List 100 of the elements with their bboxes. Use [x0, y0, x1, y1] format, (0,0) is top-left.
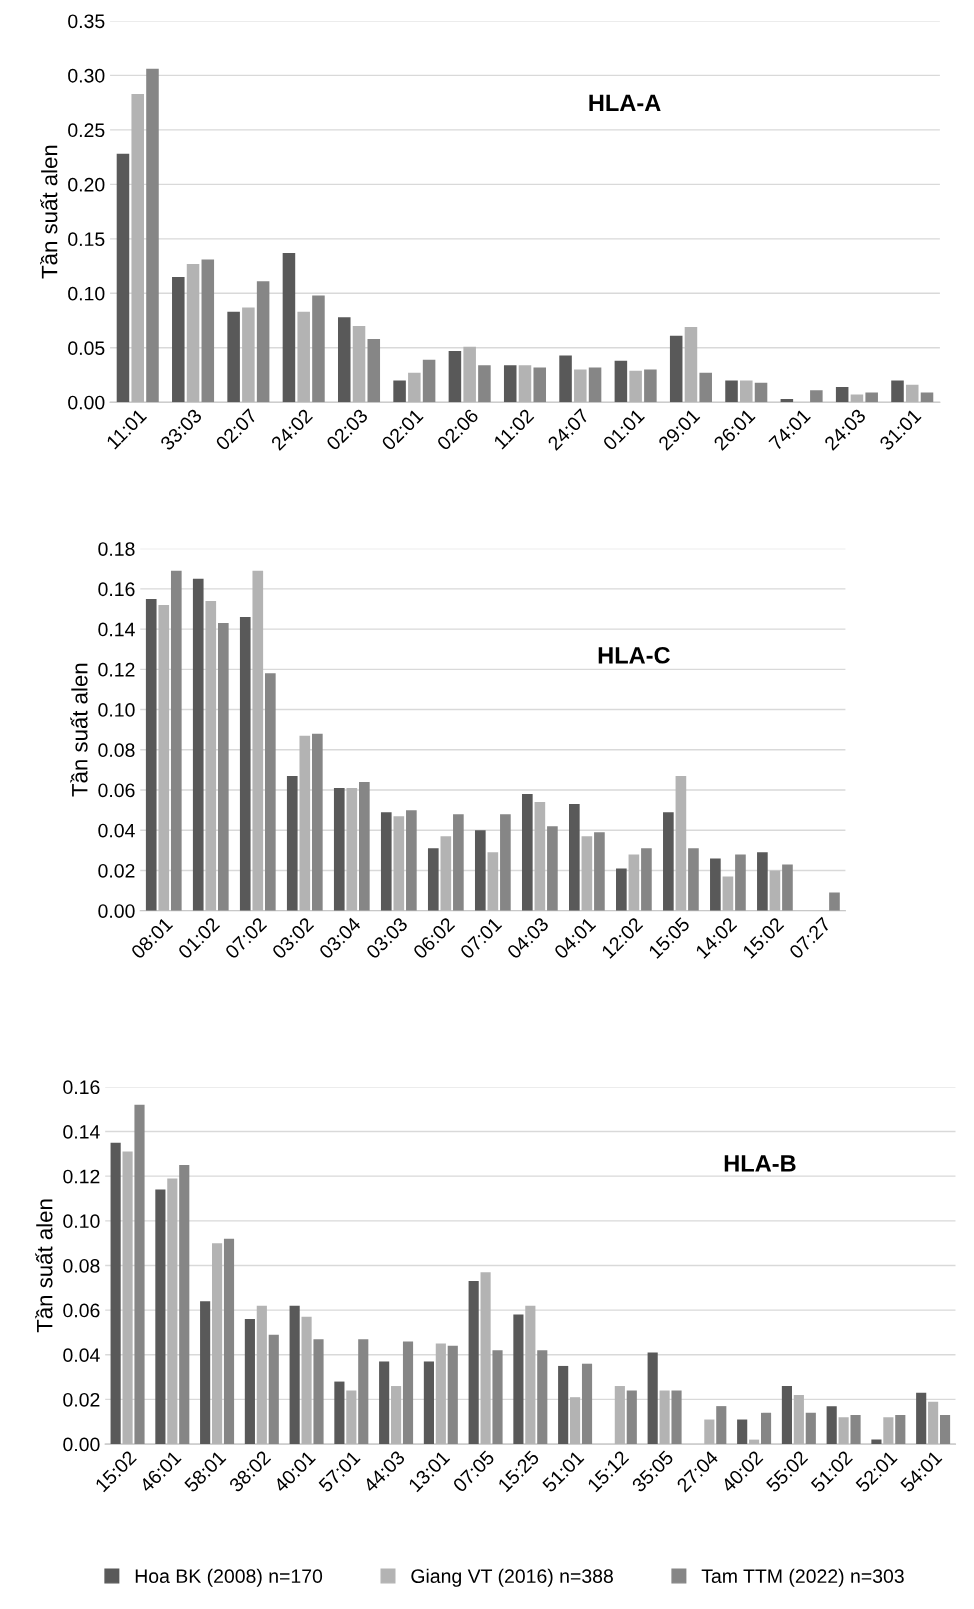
bar — [252, 570, 264, 911]
bar — [716, 1406, 727, 1445]
y-tick-label: 0.04 — [98, 823, 135, 838]
legend-label: Hoa BK (2008) n=170 — [135, 1568, 323, 1587]
bar — [158, 604, 170, 911]
bar — [628, 854, 640, 911]
bar — [179, 1165, 190, 1445]
bar — [663, 812, 674, 911]
bar — [895, 1415, 906, 1445]
bar — [440, 836, 452, 911]
bar — [227, 311, 240, 403]
bar — [503, 365, 517, 403]
bar — [468, 1281, 479, 1445]
y-tick-label: 0.02 — [63, 1392, 100, 1407]
y-axis-title: Tần suất alen — [70, 663, 88, 797]
y-tick-label: 0.00 — [98, 904, 135, 918]
bar — [299, 735, 311, 911]
bar — [669, 335, 683, 403]
y-tick-label: 0.06 — [63, 1303, 100, 1318]
bar — [725, 380, 738, 403]
bar — [737, 1419, 748, 1445]
bar — [675, 775, 687, 911]
bar — [781, 1386, 792, 1445]
y-tick-label: 0.14 — [98, 622, 135, 637]
bar — [835, 387, 849, 403]
bar — [346, 788, 358, 911]
bar — [402, 1341, 414, 1445]
bar — [264, 673, 276, 911]
legend-label: Giang VT (2016) n=388 — [411, 1568, 613, 1587]
y-tick-label: 0.05 — [68, 341, 105, 356]
y-tick-label: 0.10 — [63, 1214, 100, 1229]
bar — [422, 359, 436, 403]
bar — [337, 317, 351, 403]
bar — [581, 836, 593, 911]
bar — [850, 1415, 861, 1445]
bar — [358, 1339, 369, 1445]
bar — [155, 1189, 166, 1445]
bar — [312, 295, 325, 403]
bar — [939, 1415, 951, 1445]
bar — [616, 868, 627, 911]
bar — [521, 794, 533, 911]
bar — [192, 578, 204, 911]
bar — [427, 848, 439, 911]
bar — [286, 775, 298, 911]
bar — [644, 369, 657, 403]
bar — [810, 390, 823, 403]
y-tick-label: 0.08 — [63, 1258, 100, 1273]
bar — [244, 1319, 255, 1445]
bar — [594, 832, 605, 911]
bar — [282, 252, 296, 403]
bar — [474, 830, 486, 911]
bar — [805, 1412, 816, 1445]
y-axis-title: Tần suất alen — [35, 1199, 53, 1333]
bar — [201, 259, 215, 403]
legend-label: Tam TTM (2022) n=303 — [701, 1568, 904, 1587]
bar — [641, 848, 652, 911]
bar — [782, 864, 793, 911]
bar — [200, 1301, 211, 1445]
bar — [223, 1238, 235, 1445]
bar — [289, 1305, 300, 1445]
bar — [760, 1412, 772, 1445]
bar — [393, 816, 405, 911]
y-tick-label: 0.16 — [63, 1080, 100, 1095]
bar — [217, 623, 229, 911]
bar — [891, 380, 904, 403]
bar — [333, 788, 345, 911]
y-tick-label: 0.15 — [68, 232, 105, 247]
bar — [116, 153, 130, 403]
bar — [172, 276, 185, 403]
bar — [547, 826, 558, 911]
y-tick-label: 0.10 — [98, 703, 135, 717]
y-tick-label: 0.06 — [98, 783, 135, 798]
y-tick-label: 0.20 — [68, 177, 105, 192]
y-tick-label: 0.25 — [68, 123, 105, 138]
bar — [146, 68, 159, 403]
bar — [500, 814, 511, 911]
bar — [423, 1361, 434, 1445]
y-tick-label: 0.12 — [98, 662, 135, 677]
bar — [406, 810, 417, 911]
bar — [865, 392, 878, 403]
bar — [239, 617, 251, 911]
y-tick-label: 0.18 — [98, 542, 135, 556]
y-axis-title: Tần suất alen — [40, 145, 58, 279]
bar — [558, 1365, 569, 1445]
bar — [588, 367, 602, 403]
bar — [379, 1361, 390, 1445]
bar — [478, 365, 491, 403]
bar — [871, 1439, 882, 1445]
bar — [534, 802, 546, 911]
bar — [487, 852, 499, 911]
y-tick-label: 0.12 — [63, 1169, 100, 1184]
bar — [581, 1363, 593, 1445]
bar — [447, 1345, 458, 1445]
bar — [513, 1314, 524, 1445]
bar — [920, 392, 934, 403]
bar — [829, 892, 840, 911]
y-tick-label: 0.14 — [63, 1125, 100, 1139]
bar — [313, 1339, 324, 1445]
bar — [699, 372, 712, 403]
bar — [688, 848, 699, 911]
